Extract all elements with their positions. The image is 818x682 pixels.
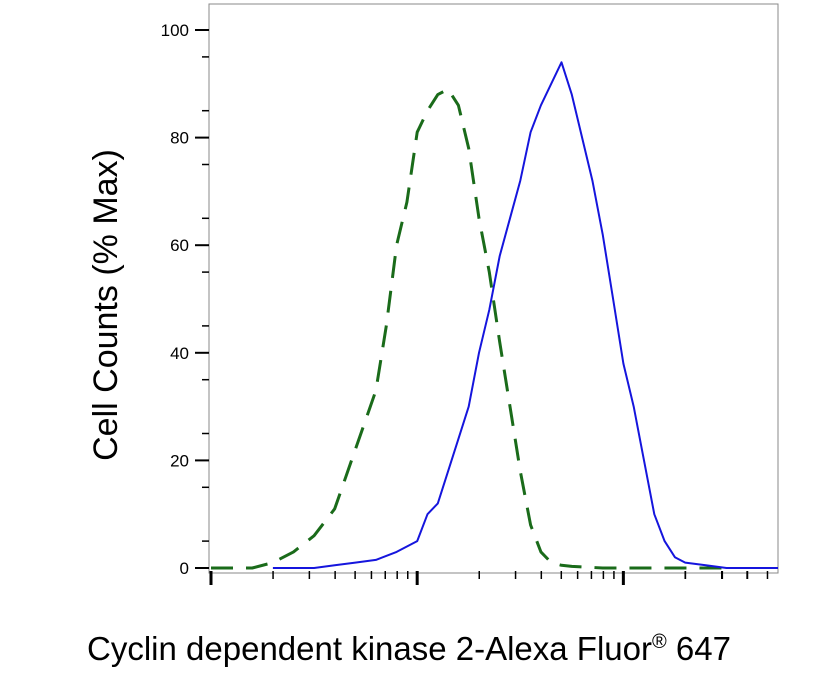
y-tick-label: 80 (170, 129, 189, 148)
x-axis-label-main: Cyclin dependent kinase 2-Alexa Fluor (87, 630, 652, 667)
x-axis-label-tail: 647 (666, 630, 731, 667)
y-axis: 0 20 40 60 80 100 (161, 21, 209, 578)
y-tick-label: 100 (161, 21, 189, 40)
series-line-control (211, 87, 727, 570)
series-layer (211, 61, 778, 570)
y-axis-label: Cell Counts (% Max) (87, 149, 125, 461)
plot-frame (208, 3, 779, 574)
y-tick-label: 60 (170, 236, 189, 255)
x-axis (209, 571, 769, 585)
x-axis-label: Cyclin dependent kinase 2-Alexa Fluor® 6… (0, 630, 818, 668)
y-tick-label: 40 (170, 344, 189, 363)
y-tick-label: 0 (180, 559, 189, 578)
y-tick-label: 20 (170, 451, 189, 470)
registered-mark: ® (652, 631, 667, 653)
series-line-sample (272, 61, 778, 569)
